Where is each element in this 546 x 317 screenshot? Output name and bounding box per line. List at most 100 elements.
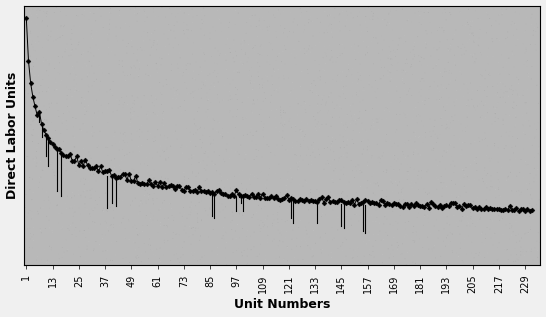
Point [448, 231, 457, 236]
Point [240, 210, 248, 215]
Point [228, 96, 236, 101]
Point [183, 36, 192, 41]
Point [311, 124, 320, 129]
Point [171, 123, 180, 128]
Point [302, 49, 311, 54]
Point [104, 71, 113, 76]
Point [20, 139, 29, 144]
Point [127, 38, 136, 43]
Point [34, 6, 43, 11]
Point [213, 48, 222, 53]
Point [397, 251, 406, 256]
Point [440, 28, 448, 33]
Point [185, 71, 193, 76]
Point [376, 77, 384, 82]
Point [259, 99, 268, 104]
Point [68, 220, 77, 225]
Point [496, 72, 505, 77]
Point [85, 84, 93, 89]
Point [283, 177, 292, 182]
Point [149, 6, 158, 11]
Point [347, 217, 355, 222]
Point [283, 169, 292, 174]
Point [23, 30, 32, 36]
Point [256, 189, 264, 194]
Point [34, 97, 43, 102]
Point [466, 210, 475, 215]
Point [379, 73, 388, 78]
Point [444, 48, 453, 53]
Point [190, 117, 199, 122]
Point [382, 167, 390, 172]
Point [215, 200, 224, 205]
Point [20, 95, 29, 100]
Point [158, 117, 167, 122]
Point [169, 184, 177, 189]
Point [92, 97, 101, 102]
Point [158, 173, 167, 178]
Point [442, 199, 450, 204]
Point [393, 156, 402, 161]
Point [224, 191, 233, 197]
Point [87, 73, 96, 78]
Point [159, 109, 168, 114]
Point [339, 86, 347, 91]
Point [168, 49, 177, 54]
Point [176, 8, 185, 13]
Point [313, 16, 322, 21]
Point [149, 30, 157, 36]
Point [227, 220, 235, 225]
Point [144, 95, 153, 100]
Point [239, 42, 247, 48]
Point [259, 125, 268, 130]
Point [417, 62, 426, 67]
Point [294, 102, 302, 107]
Point [471, 224, 479, 229]
Point [424, 36, 432, 42]
Point [22, 192, 31, 197]
Point [120, 183, 129, 188]
Point [420, 98, 429, 103]
Point [136, 45, 145, 50]
Point [402, 262, 411, 267]
Point [96, 51, 104, 56]
Point [71, 170, 80, 175]
Point [255, 223, 264, 228]
Point [351, 164, 360, 169]
Point [458, 62, 466, 68]
Point [21, 72, 30, 77]
Point [350, 175, 359, 180]
Point [123, 73, 132, 78]
Point [285, 191, 294, 196]
Point [388, 28, 397, 33]
Point [231, 229, 240, 234]
Point [298, 69, 306, 74]
Point [97, 14, 105, 19]
Point [337, 191, 346, 196]
Point [517, 190, 526, 195]
Point [212, 128, 221, 133]
Point [357, 78, 365, 83]
Point [483, 171, 492, 176]
Point [322, 206, 330, 211]
Point [482, 30, 491, 36]
Point [35, 8, 44, 13]
Point [169, 131, 178, 136]
Point [460, 214, 469, 219]
Point [189, 153, 198, 158]
Point [21, 210, 30, 215]
Point [392, 158, 401, 164]
Point [393, 201, 402, 206]
Point [54, 220, 63, 225]
Point [152, 47, 161, 52]
Point [225, 190, 234, 195]
Point [382, 132, 390, 137]
Point [68, 47, 76, 52]
Point [153, 113, 162, 118]
Point [204, 149, 212, 154]
Point [93, 13, 102, 18]
Point [259, 127, 268, 133]
Point [72, 116, 80, 121]
Point [96, 79, 105, 84]
Point [373, 16, 382, 21]
